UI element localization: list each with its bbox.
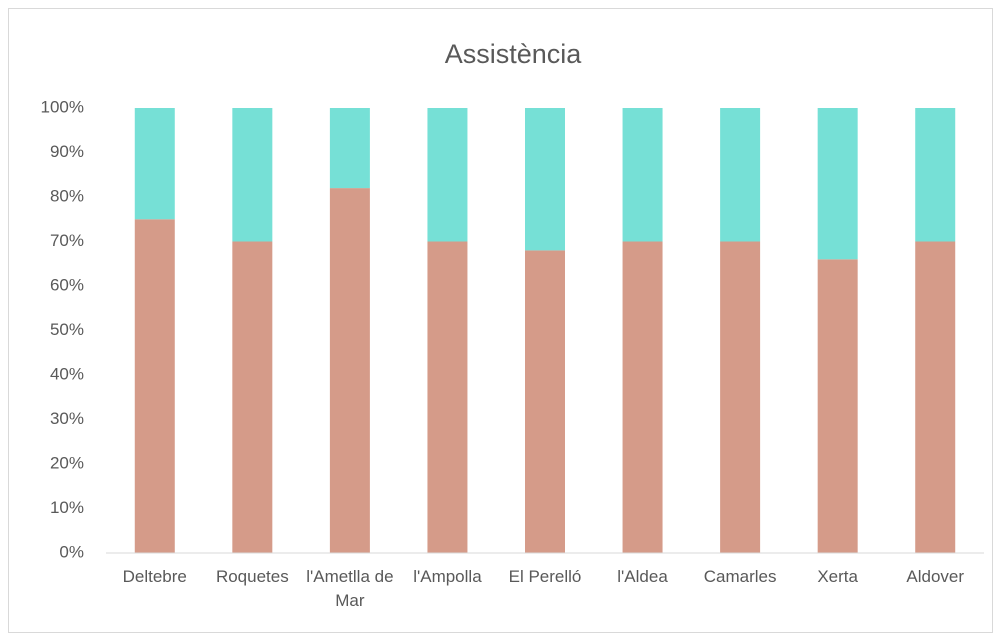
y-tick-label: 0%	[59, 542, 84, 561]
bar-segment	[134, 108, 175, 220]
y-tick-label: 90%	[50, 142, 84, 161]
bar-segment	[817, 259, 858, 553]
y-tick-label: 80%	[50, 186, 84, 205]
y-tick-label: 30%	[50, 409, 84, 428]
x-tick-label: Camarles	[703, 567, 777, 586]
bar-segment	[329, 188, 370, 553]
bar-segment	[720, 241, 761, 553]
y-tick-label: 60%	[50, 275, 84, 294]
y-tick-label: 20%	[50, 453, 84, 472]
x-tick-label: El Perelló	[508, 567, 582, 586]
bar-segment	[525, 250, 565, 553]
bar-segment	[427, 108, 468, 242]
bar-segment	[525, 108, 565, 251]
x-tick-label: l'Ametlla de Mar	[306, 567, 394, 610]
y-tick-label: 40%	[50, 364, 84, 383]
x-tick-label: l'Ampolla	[413, 567, 482, 586]
x-tick-label: Deltebre	[122, 567, 187, 586]
bar-segment	[817, 108, 858, 260]
x-tick-label: l'Aldea	[617, 567, 668, 586]
bar-segment	[232, 241, 273, 553]
y-tick-label: 100%	[41, 97, 84, 116]
bar-segment	[720, 108, 761, 242]
chart-title: Assistència	[445, 39, 583, 69]
y-tick-label: 70%	[50, 231, 84, 250]
bar-segment	[134, 219, 175, 553]
bar-segment	[622, 108, 663, 242]
x-tick-label: Xerta	[817, 567, 858, 586]
bar-segment	[622, 241, 663, 553]
bar-segment	[329, 108, 370, 189]
y-tick-label: 50%	[50, 320, 84, 339]
bar-segment	[427, 241, 468, 553]
bar-segment	[232, 108, 273, 242]
y-tick-label: 10%	[50, 498, 84, 517]
x-tick-label: Roquetes	[215, 567, 289, 586]
x-tick-label: Aldover	[906, 567, 965, 586]
bar-segment	[915, 241, 956, 553]
bar-segment	[915, 108, 956, 242]
